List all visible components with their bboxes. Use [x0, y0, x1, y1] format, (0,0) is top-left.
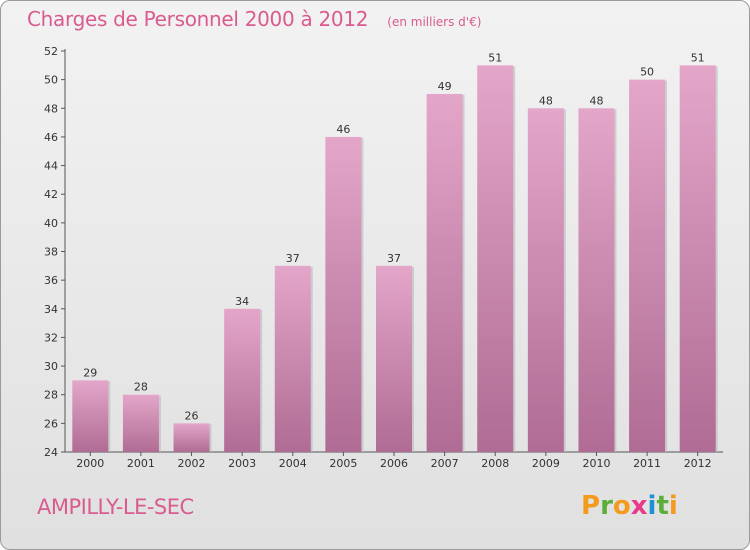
- bar: [173, 423, 210, 452]
- y-tick-label: 40: [44, 217, 58, 230]
- bar: [578, 108, 615, 453]
- logo-letter: i: [668, 491, 678, 521]
- bar: [527, 108, 564, 453]
- x-tick-label: 2002: [178, 457, 206, 470]
- y-tick-label: 36: [44, 274, 58, 287]
- y-tick-label: 50: [44, 74, 58, 87]
- data-label: 29: [83, 366, 97, 379]
- data-label: 34: [235, 295, 249, 308]
- bar: [72, 380, 109, 452]
- bar: [376, 265, 412, 452]
- y-tick-label: 26: [44, 417, 58, 430]
- labels: 2000 29 2001 28 2002 26 2003 34 2004 37 2005 46 2006…: [76, 51, 711, 470]
- x-tick-label: 2004: [279, 457, 307, 470]
- x-tick-label: 2011: [633, 457, 661, 470]
- x-tick-label: 2001: [127, 457, 155, 470]
- data-label: 46: [336, 123, 350, 136]
- axes: 24 26 28 30 32 34 36 38 40 42 44 46 48 50 52: [44, 45, 723, 459]
- x-tick-label: 2007: [431, 457, 459, 470]
- bars: [72, 65, 718, 453]
- x-tick-label: 2005: [329, 457, 357, 470]
- y-tick-label: 52: [44, 45, 58, 58]
- data-label: 51: [488, 51, 502, 64]
- x-tick-label: 2010: [582, 457, 610, 470]
- data-label: 48: [589, 94, 603, 107]
- chart-subtitle: (en milliers d'€): [387, 15, 482, 29]
- logo-letter: r: [600, 491, 613, 521]
- title-row: Charges de Personnel 2000 à 2012 (en mil…: [27, 7, 481, 31]
- bar: [679, 65, 716, 453]
- bar: [426, 93, 463, 452]
- data-label: 51: [691, 51, 705, 64]
- bar: [122, 394, 159, 452]
- y-tick-label: 42: [44, 188, 58, 201]
- bar: [224, 308, 261, 452]
- data-label: 50: [640, 66, 654, 79]
- logo-letter: o: [612, 491, 631, 521]
- bar: [629, 79, 666, 453]
- logo-letter: t: [656, 491, 669, 521]
- data-label: 37: [286, 252, 300, 265]
- y-tick-label: 34: [44, 303, 58, 316]
- y-tick-label: 38: [44, 246, 58, 259]
- y-tick-label: 32: [44, 331, 58, 344]
- x-tick-label: 2008: [481, 457, 509, 470]
- logo-letter: i: [647, 491, 657, 521]
- data-label: 28: [134, 381, 148, 394]
- y-tick-label: 46: [44, 131, 58, 144]
- bar: [325, 136, 362, 452]
- x-tick-label: 2009: [532, 457, 560, 470]
- logo-letter: P: [581, 491, 601, 521]
- x-tick-label: 2003: [228, 457, 256, 470]
- logo-letter: x: [630, 491, 648, 521]
- y-tick-label: 24: [44, 446, 58, 459]
- data-label: 49: [438, 80, 452, 93]
- y-tick-label: 28: [44, 389, 58, 402]
- chart-title: Charges de Personnel 2000 à 2012: [27, 7, 369, 31]
- bar: [274, 265, 311, 452]
- proxiti-logo: Proxiti: [581, 491, 678, 521]
- bar: [477, 65, 514, 453]
- data-label: 26: [185, 409, 199, 422]
- data-label: 48: [539, 94, 553, 107]
- x-tick-label: 2012: [684, 457, 712, 470]
- data-label: 37: [387, 252, 401, 265]
- x-tick-label: 2006: [380, 457, 408, 470]
- y-tick-label: 30: [44, 360, 58, 373]
- commune-name: AMPILLY-LE-SEC: [37, 495, 194, 519]
- x-tick-label: 2000: [76, 457, 104, 470]
- y-tick-label: 44: [44, 160, 58, 173]
- y-tick-label: 48: [44, 102, 58, 115]
